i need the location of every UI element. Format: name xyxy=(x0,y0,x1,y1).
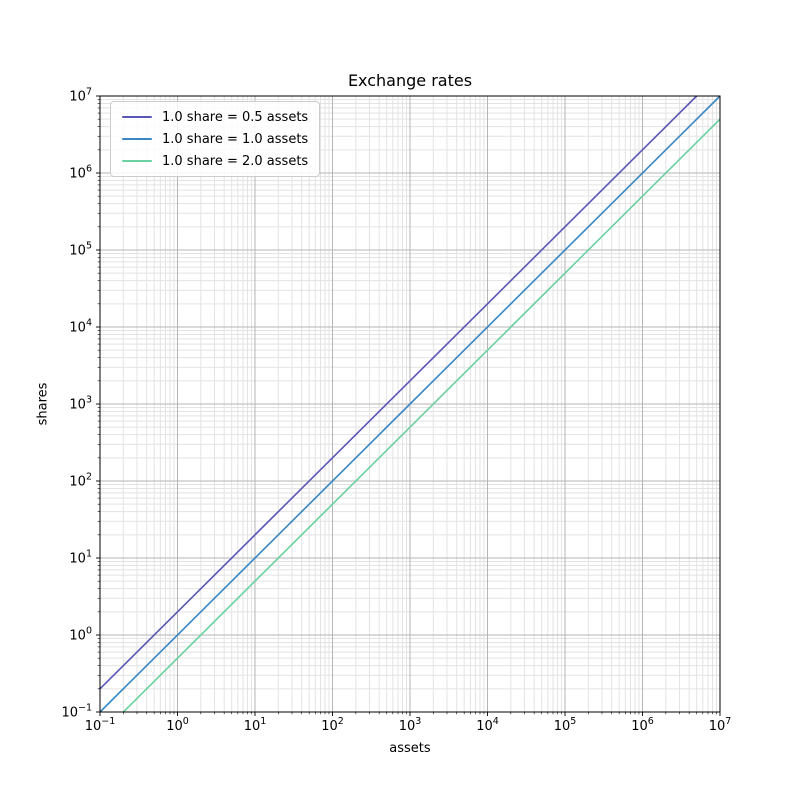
chart-title: Exchange rates xyxy=(347,71,473,90)
axes-border xyxy=(99,95,721,713)
legend-item: 1.0 share = 2.0 assets xyxy=(122,153,308,169)
tick-label: 106 xyxy=(69,164,92,182)
tick-label: 106 xyxy=(631,716,654,734)
legend: 1.0 share = 0.5 assets 1.0 share = 1.0 a… xyxy=(110,101,321,177)
tick-label: 104 xyxy=(476,716,499,734)
tick-label: 100 xyxy=(69,626,92,644)
legend-item: 1.0 share = 1.0 assets xyxy=(122,131,308,147)
legend-item: 1.0 share = 0.5 assets xyxy=(122,109,308,125)
tick-label: 107 xyxy=(69,87,92,105)
series-line xyxy=(99,95,698,690)
tick-label: 101 xyxy=(69,549,92,567)
y-axis-label: shares xyxy=(35,382,51,426)
legend-line-sample xyxy=(122,160,152,162)
tick-label: 103 xyxy=(399,716,422,734)
legend-line-sample xyxy=(122,116,152,118)
series-line xyxy=(99,95,721,713)
legend-label: 1.0 share = 0.5 assets xyxy=(162,109,309,125)
tick-label: 10−1 xyxy=(61,703,92,721)
tick-label: 10−1 xyxy=(85,716,116,734)
x-axis-label: assets xyxy=(389,741,431,756)
axes-spines xyxy=(99,95,721,713)
tick-label: 107 xyxy=(709,716,732,734)
tick-label: 100 xyxy=(166,716,189,734)
legend-line-sample xyxy=(122,138,152,140)
tick-label: 103 xyxy=(69,395,92,413)
tick-label: 105 xyxy=(554,716,577,734)
tick-label: 105 xyxy=(69,241,92,259)
legend-label: 1.0 share = 2.0 assets xyxy=(162,153,309,169)
tick-label: 102 xyxy=(69,472,92,490)
tick-label: 102 xyxy=(321,716,344,734)
tick-label: 104 xyxy=(69,318,92,336)
series-line xyxy=(122,118,721,713)
tick-label: 101 xyxy=(244,716,267,734)
tick-labels: 10−1 100 101 102 103 104 105 106 107 10−1 100 101 10… xyxy=(61,87,731,735)
legend-label: 1.0 share = 1.0 assets xyxy=(162,131,309,147)
series-lines xyxy=(99,95,721,713)
